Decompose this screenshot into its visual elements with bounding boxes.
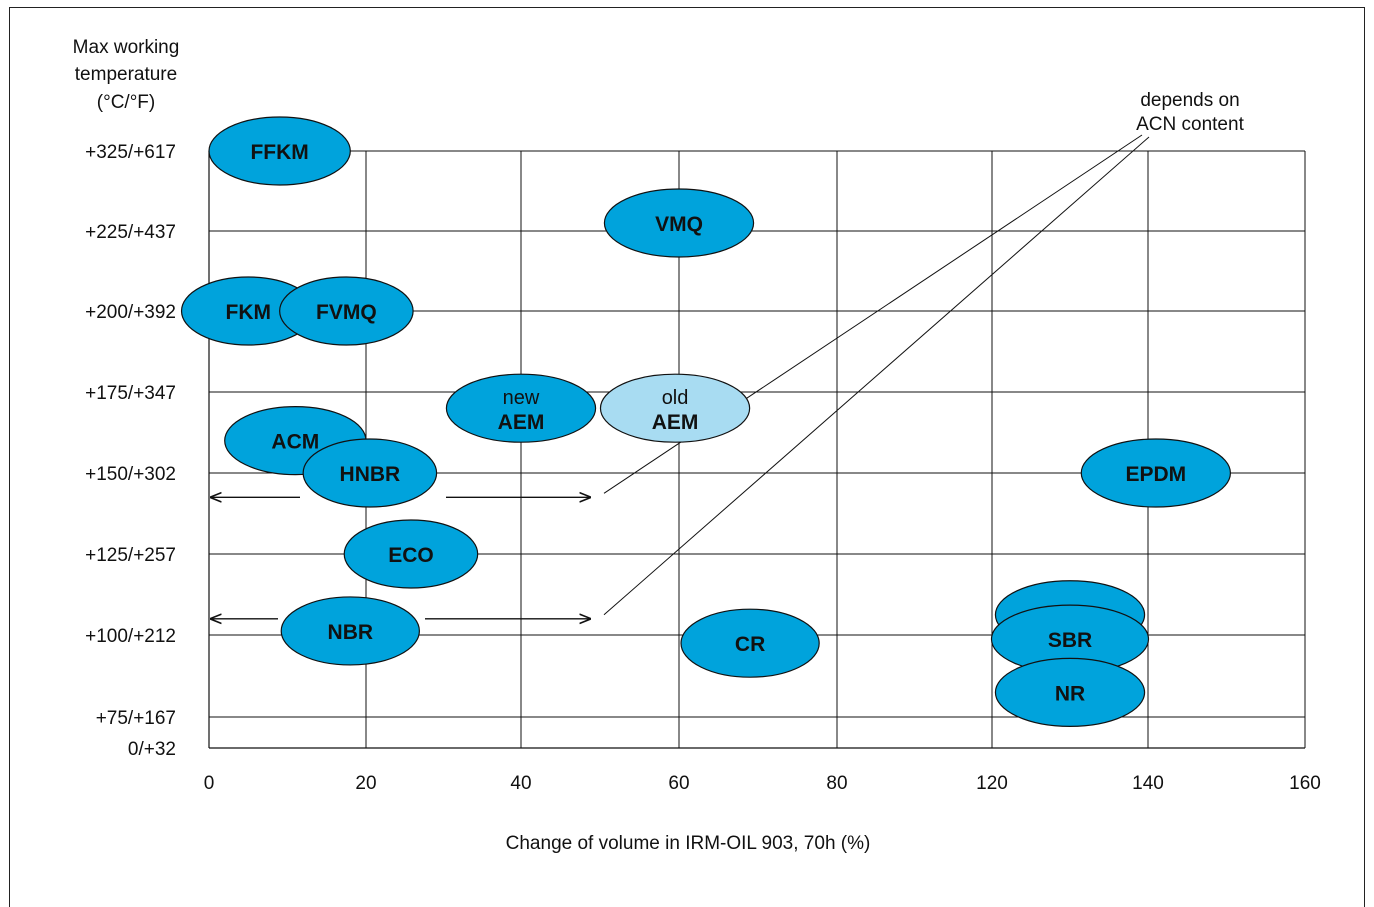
x-tick-label: 0 xyxy=(204,773,215,794)
x-tick-label: 60 xyxy=(668,773,689,794)
point-fvmq: FVMQ xyxy=(279,276,414,346)
y-tick-label: +100/+212 xyxy=(85,626,176,647)
y-tick-label: +200/+392 xyxy=(85,302,176,323)
ellipse-label: NBR xyxy=(328,621,374,644)
point-eco: ECO xyxy=(343,519,479,589)
ellipse-aem xyxy=(599,373,751,443)
x-tick-label: 160 xyxy=(1289,773,1321,794)
ellipse-label: EPDM xyxy=(1126,463,1187,486)
point-epdm: EPDM xyxy=(1080,438,1232,508)
y-tick-label: 0/+32 xyxy=(128,739,176,760)
y-tick-label: +125/+257 xyxy=(85,545,176,566)
ellipse-epdm xyxy=(1080,438,1232,508)
ellipse-fvmq xyxy=(279,276,414,346)
ellipse-label: FVMQ xyxy=(316,301,377,324)
ellipse-nr xyxy=(994,657,1146,728)
ellipse-label: ECO xyxy=(388,544,434,567)
point-vmq: VMQ xyxy=(603,188,755,258)
ellipse-hnbr xyxy=(302,438,438,508)
x-tick-label: 80 xyxy=(826,773,847,794)
ellipse-sublabel: new xyxy=(503,387,540,409)
annotation-line-1: depends on xyxy=(1140,90,1239,111)
ellipse-label: FFKM xyxy=(250,141,308,164)
ellipse-label: VMQ xyxy=(655,213,703,236)
point-sbr: SBR xyxy=(990,604,1150,674)
ellipse-label: NR xyxy=(1055,682,1085,705)
y-axis-label-line-3: (°C/°F) xyxy=(97,92,155,113)
annotation-line-2: ACN content xyxy=(1136,114,1244,135)
x-tick-label: 140 xyxy=(1132,773,1164,794)
x-tick-labels: 0 20 40 60 80 120 140 160 xyxy=(204,773,1321,794)
ellipse-ffkm xyxy=(208,116,351,186)
point-nr: NR xyxy=(994,657,1146,728)
y-axis-label-line-1: Max working xyxy=(73,37,180,58)
ellipse-label: HNBR xyxy=(340,463,401,486)
axes xyxy=(208,151,1305,749)
x-tick-label: 120 xyxy=(976,773,1008,794)
ellipse-label: FKM xyxy=(226,301,272,324)
ellipse-vmq xyxy=(603,188,755,258)
x-axis-label: Change of volume in IRM-OIL 903, 70h (%) xyxy=(506,833,871,854)
ellipse-aem xyxy=(445,373,597,443)
annotation-leader-line xyxy=(603,136,1150,616)
y-tick-label: +225/+437 xyxy=(85,222,176,243)
ellipse-cr xyxy=(680,608,820,678)
x-tick-label: 40 xyxy=(510,773,531,794)
y-tick-label: +175/+347 xyxy=(85,383,176,404)
ellipse-label: AEM xyxy=(498,411,545,434)
y-axis-label-line-2: temperature xyxy=(75,64,177,85)
ellipse-sublabel: old xyxy=(662,387,689,409)
y-tick-label: +325/+617 xyxy=(85,142,176,163)
range-arrows xyxy=(211,497,590,619)
ellipse-label: ACM xyxy=(271,431,319,454)
y-tick-label: +75/+167 xyxy=(96,708,176,729)
point-cr: CR xyxy=(680,608,820,678)
chart-frame xyxy=(9,7,1365,907)
point-nbr: NBR xyxy=(280,596,420,666)
y-tick-label: +150/+302 xyxy=(85,464,176,485)
point-hnbr: HNBR xyxy=(302,438,438,508)
ellipse-nbr xyxy=(280,596,420,666)
ellipse-eco xyxy=(343,519,479,589)
point-ffkm: FFKM xyxy=(208,116,351,186)
ellipse-label: CR xyxy=(735,633,765,656)
point-fkm: FKM xyxy=(180,276,316,346)
ellipse-label: AEM xyxy=(652,411,699,434)
ellipse-label: SBR xyxy=(1048,629,1092,652)
x-tick-label: 20 xyxy=(355,773,376,794)
y-tick-labels: 0/+32 +75/+167 +100/+212 +125/+257 +150/+302… xyxy=(85,142,176,760)
